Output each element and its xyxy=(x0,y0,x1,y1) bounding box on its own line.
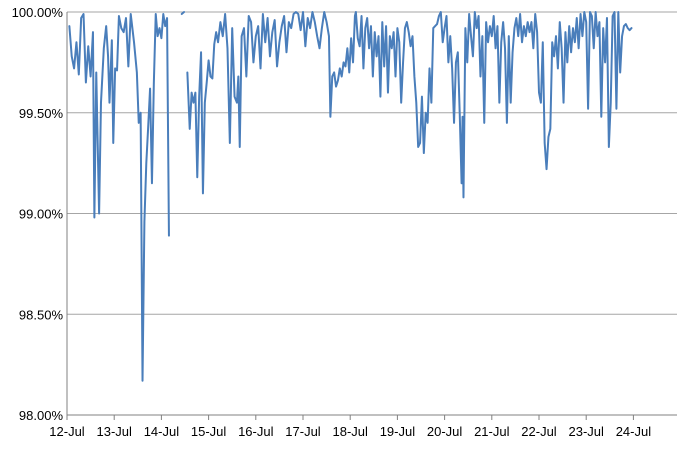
x-tick-labels: 12-Jul 13-Jul 14-Jul 15-Jul 16-Jul 17-Jul 18-J… xyxy=(49,424,651,439)
x-tick-label: 22-Jul xyxy=(521,424,557,439)
series-layer xyxy=(68,11,633,382)
series-line-segment xyxy=(68,13,170,382)
y-tick-label: 98.00% xyxy=(19,408,64,423)
axes xyxy=(66,12,677,420)
x-tick-label: 19-Jul xyxy=(380,424,416,439)
x-tick-label: 14-Jul xyxy=(144,424,180,439)
y-tick-label: 100.00% xyxy=(12,5,64,20)
x-tick-label: 17-Jul xyxy=(285,424,321,439)
y-tick-label: 99.00% xyxy=(19,207,64,222)
x-tick-label: 13-Jul xyxy=(96,424,132,439)
y-tick-labels: 98.00% 98.50% 99.00% 99.50% 100.00% xyxy=(12,5,64,423)
x-tick-label: 21-Jul xyxy=(474,424,510,439)
x-tick-label: 23-Jul xyxy=(568,424,604,439)
x-tick-label: 24-Jul xyxy=(616,424,652,439)
x-tick-label: 20-Jul xyxy=(427,424,463,439)
y-tick-label: 98.50% xyxy=(19,307,64,322)
x-tick-label: 12-Jul xyxy=(49,424,85,439)
x-tick-label: 16-Jul xyxy=(238,424,274,439)
series-line-segment xyxy=(180,11,186,16)
series-line-segment xyxy=(186,11,633,199)
y-tick-label: 99.50% xyxy=(19,106,64,121)
x-tick-label: 15-Jul xyxy=(191,424,227,439)
x-tick-label: 18-Jul xyxy=(332,424,368,439)
